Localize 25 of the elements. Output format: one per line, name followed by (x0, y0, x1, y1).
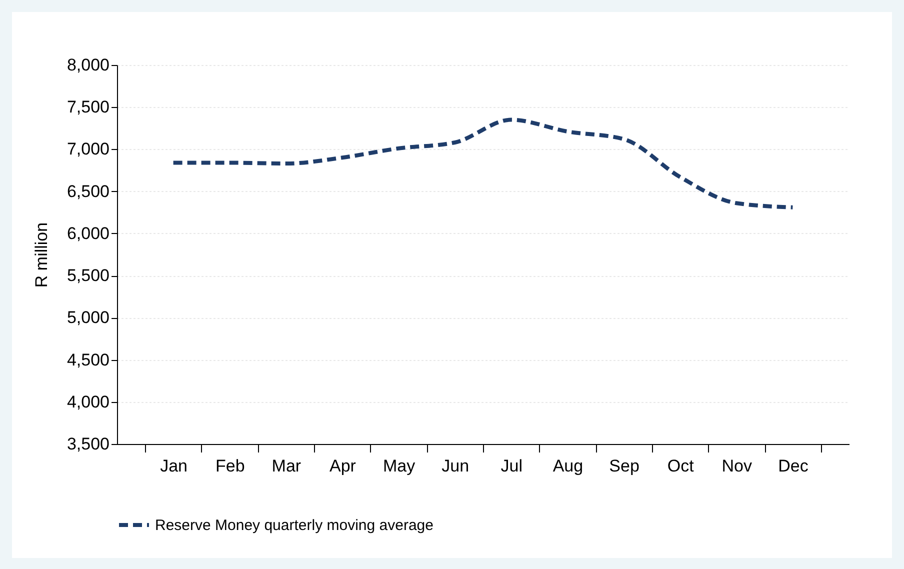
x-tick-label: Jun (442, 456, 470, 476)
y-tick-label: 4,500 (66, 350, 110, 370)
x-tick-label: Jan (160, 456, 188, 476)
legend-label: Reserve Money quarterly moving average (155, 517, 434, 534)
y-tick-label: 7,000 (66, 140, 110, 159)
y-axis-title: R million (32, 222, 51, 288)
y-tick-label: 6,000 (66, 224, 110, 243)
y-tick-label: 4,000 (66, 392, 110, 412)
x-tick-label: Nov (722, 456, 752, 476)
x-tick-label: Jul (500, 456, 523, 476)
y-tick-label: 3,500 (66, 434, 110, 454)
x-tick-label: Aug (552, 456, 584, 476)
x-tick-label: May (382, 456, 416, 476)
x-tick-label: Feb (215, 456, 245, 476)
y-tick-label: 5,500 (66, 266, 110, 286)
x-tick-label: Mar (272, 456, 302, 476)
y-tick-label: 7,500 (66, 98, 110, 117)
y-tick-label: 5,000 (66, 308, 110, 328)
y-tick-label: 6,500 (66, 182, 110, 201)
line-series (171, 118, 795, 210)
y-tick-label: 8,000 (66, 56, 110, 74)
x-tick-label: Apr (329, 456, 356, 476)
x-tick-label: Sep (609, 456, 640, 476)
x-tick-label: Dec (778, 456, 809, 476)
x-tick-label: Oct (667, 456, 694, 476)
